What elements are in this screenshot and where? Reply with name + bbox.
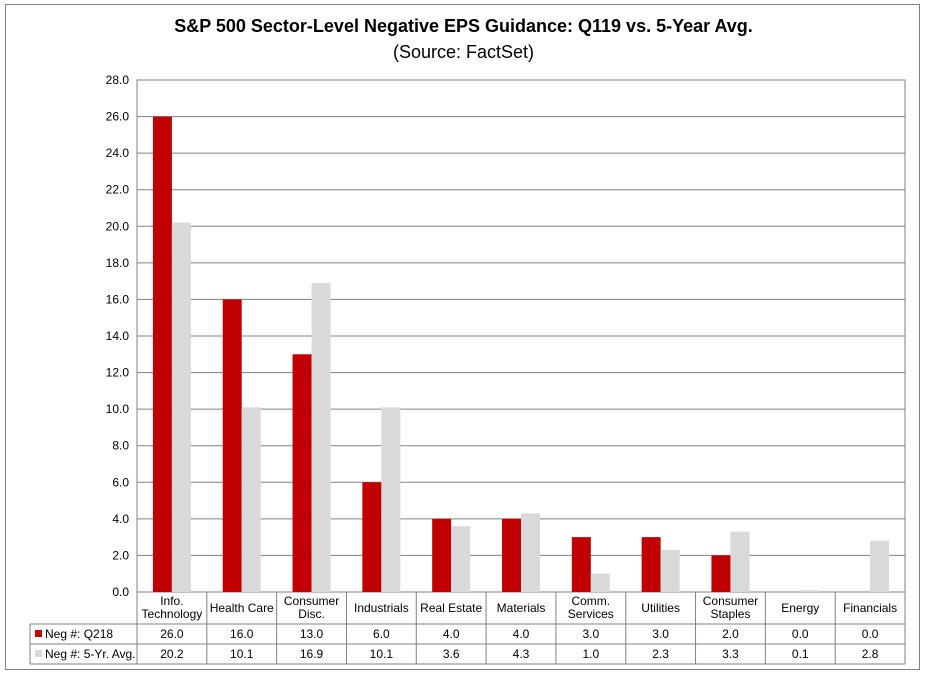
bar-q218 — [571, 537, 591, 592]
data-label: 1.0 — [582, 647, 599, 661]
data-label: 4.0 — [443, 627, 460, 641]
category-label: Consumer — [284, 594, 339, 608]
data-label: 2.0 — [722, 627, 739, 641]
bar-q218 — [152, 116, 172, 593]
y-tick-label: 2.0 — [112, 548, 129, 562]
legend-swatch-5yr-avg — [35, 650, 42, 657]
y-tick-label: 22.0 — [106, 183, 130, 197]
data-label: 20.2 — [160, 647, 184, 661]
legend-label: Neg #: Q218 — [45, 627, 113, 641]
y-tick-label: 26.0 — [106, 110, 130, 124]
data-label: 2.3 — [652, 647, 669, 661]
category-label: Utilities — [641, 601, 680, 615]
bar-5yr-avg — [171, 222, 191, 592]
bar-5yr-avg — [311, 282, 331, 592]
bar-5yr-avg — [870, 540, 890, 592]
data-label: 6.0 — [373, 627, 390, 641]
bar-q218 — [362, 482, 382, 592]
bar-q218 — [502, 518, 521, 592]
bar-q218 — [292, 354, 312, 592]
bar-5yr-avg — [660, 549, 680, 592]
data-label: 2.8 — [862, 647, 879, 661]
category-label: Financials — [843, 601, 897, 615]
data-label: 3.0 — [582, 627, 599, 641]
chart-title: S&P 500 Sector-Level Negative EPS Guidan… — [174, 16, 753, 36]
y-tick-label: 4.0 — [112, 512, 129, 526]
data-label: 3.6 — [443, 647, 460, 661]
bar-5yr-avg — [521, 513, 540, 592]
category-label: Comm. — [571, 594, 610, 608]
bar-q218 — [711, 555, 731, 592]
legend-swatch-q218 — [35, 630, 42, 637]
y-tick-label: 16.0 — [106, 292, 130, 306]
category-label: Technology — [142, 607, 203, 621]
category-label: Energy — [781, 601, 819, 615]
category-label: Services — [568, 607, 614, 621]
data-label: 10.1 — [370, 647, 394, 661]
category-label: Consumer — [703, 594, 758, 608]
data-label: 10.1 — [230, 647, 254, 661]
data-label: 0.0 — [792, 627, 809, 641]
bar-q218 — [222, 299, 242, 592]
y-tick-label: 0.0 — [112, 585, 129, 599]
legend-label: Neg #: 5-Yr. Avg. — [45, 647, 136, 661]
category-label: Real Estate — [420, 601, 482, 615]
data-label: 3.0 — [652, 627, 669, 641]
category-label: Industrials — [354, 601, 409, 615]
y-tick-label: 8.0 — [112, 439, 129, 453]
y-tick-label: 12.0 — [106, 366, 130, 380]
data-label: 16.0 — [230, 627, 254, 641]
bar-5yr-avg — [800, 590, 820, 592]
y-tick-label: 14.0 — [106, 329, 130, 343]
data-label: 26.0 — [160, 627, 184, 641]
data-label: 16.9 — [300, 647, 324, 661]
bar-5yr-avg — [381, 407, 401, 592]
y-tick-label: 28.0 — [106, 73, 130, 87]
bar-5yr-avg — [241, 407, 261, 592]
data-label: 13.0 — [300, 627, 324, 641]
category-label: Materials — [497, 601, 546, 615]
category-label: Health Care — [210, 601, 274, 615]
data-label: 0.1 — [792, 647, 809, 661]
bar-5yr-avg — [590, 573, 610, 592]
data-label: 4.0 — [513, 627, 530, 641]
bar-5yr-avg — [451, 526, 471, 592]
chart-subtitle: (Source: FactSet) — [392, 42, 535, 62]
y-tick-label: 10.0 — [106, 402, 130, 416]
y-tick-label: 24.0 — [106, 146, 130, 160]
data-label: 3.3 — [722, 647, 739, 661]
bar-5yr-avg — [730, 531, 750, 592]
category-label: Disc. — [298, 607, 325, 621]
y-tick-label: 18.0 — [106, 256, 130, 270]
bar-q218 — [432, 518, 452, 592]
data-label: 4.3 — [513, 647, 530, 661]
y-tick-label: 20.0 — [106, 219, 130, 233]
category-label: Info. — [160, 594, 183, 608]
data-label: 0.0 — [862, 627, 879, 641]
y-tick-label: 6.0 — [112, 475, 129, 489]
bar-q218 — [641, 537, 661, 592]
category-label: Staples — [710, 607, 750, 621]
